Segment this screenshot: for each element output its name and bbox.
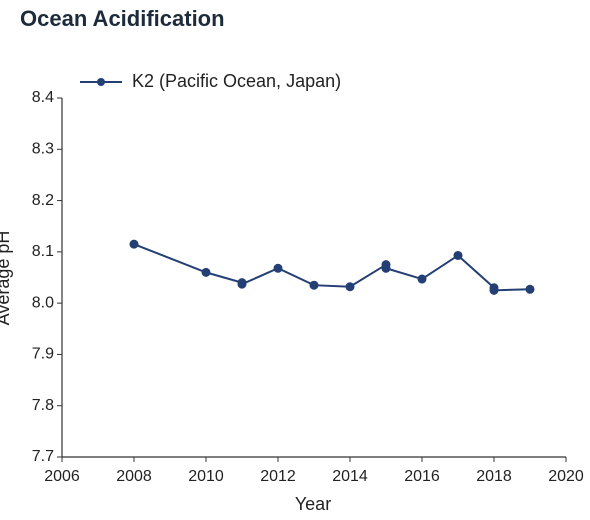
x-axis-label: Year bbox=[295, 494, 331, 514]
y-tick-label: 7.8 bbox=[32, 397, 54, 414]
x-tick-label: 2016 bbox=[404, 468, 440, 485]
data-point bbox=[453, 250, 463, 260]
data-point bbox=[417, 274, 427, 284]
y-tick-label: 8.4 bbox=[32, 89, 54, 106]
x-tick-label: 2018 bbox=[476, 468, 512, 485]
data-point bbox=[381, 263, 391, 273]
data-point bbox=[525, 284, 535, 294]
x-tick-label: 2012 bbox=[260, 468, 296, 485]
data-point bbox=[237, 279, 247, 289]
x-tick-label: 2010 bbox=[188, 468, 224, 485]
y-tick-label: 8.3 bbox=[32, 141, 54, 158]
series-line bbox=[133, 243, 531, 292]
y-tick-label: 8.1 bbox=[32, 243, 54, 260]
y-tick-label: 7.9 bbox=[32, 346, 54, 363]
data-point bbox=[129, 239, 139, 249]
data-point bbox=[309, 280, 319, 290]
x-tick-label: 2008 bbox=[116, 468, 152, 485]
data-point bbox=[273, 263, 283, 273]
data-point bbox=[201, 267, 211, 277]
y-axis-label: Average pH bbox=[0, 231, 13, 326]
x-tick-label: 2014 bbox=[332, 468, 368, 485]
x-tick-label: 2006 bbox=[44, 468, 80, 485]
x-tick-label: 2020 bbox=[548, 468, 584, 485]
legend-marker bbox=[97, 78, 105, 86]
chart-title: Ocean Acidification bbox=[20, 6, 225, 31]
data-point bbox=[489, 285, 499, 295]
y-tick-label: 8.2 bbox=[32, 192, 54, 209]
y-tick-label: 8.0 bbox=[32, 294, 54, 311]
data-point bbox=[345, 282, 355, 292]
legend-label: K2 (Pacific Ocean, Japan) bbox=[132, 71, 341, 91]
y-tick-label: 7.7 bbox=[32, 448, 54, 465]
